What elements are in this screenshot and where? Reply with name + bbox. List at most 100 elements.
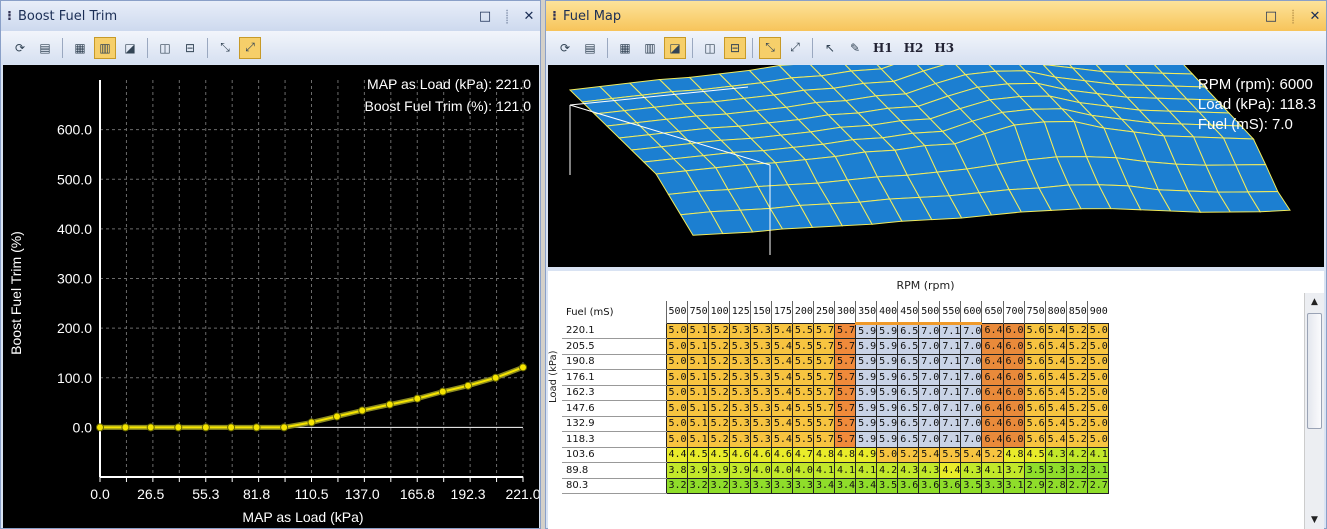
fuel-cell[interactable]: 5.4: [918, 446, 941, 463]
fuel-cell[interactable]: 4.1: [855, 462, 878, 479]
fuel-cell[interactable]: 5.2: [1065, 384, 1088, 401]
fuel-cell[interactable]: 5.7: [833, 322, 857, 339]
fuel-cell[interactable]: 5.2: [707, 431, 730, 448]
fuel-cell[interactable]: 7.0: [960, 338, 983, 355]
fuel-cell[interactable]: 7.0: [918, 384, 941, 401]
rpm-column-header[interactable]: 600: [960, 301, 982, 325]
vertical-split-icon[interactable]: ◫: [704, 40, 716, 55]
fuel-cell[interactable]: 5.2: [1065, 400, 1088, 417]
fuel-cell[interactable]: 7.0: [918, 415, 941, 432]
fuel-cell[interactable]: 5.2: [707, 400, 730, 417]
rpm-column-header[interactable]: 850: [1065, 301, 1088, 323]
fuel-cell[interactable]: 5.9: [855, 353, 878, 370]
fuel-cell[interactable]: 4.3: [960, 462, 983, 479]
fuel-cell[interactable]: 5.5: [791, 384, 814, 401]
fuel-cell[interactable]: 5.2: [897, 446, 920, 463]
chart-svg[interactable]: 0.0 100.0 200.0 300.0 400.0 500.0 600.0 0.0 26.5…: [3, 65, 539, 528]
edit-table-icon[interactable]: ▤: [584, 40, 596, 55]
fuel-cell[interactable]: 3.9: [686, 462, 709, 479]
fuel-cell[interactable]: 5.9: [855, 400, 878, 417]
rpm-column-header[interactable]: 650: [981, 301, 1003, 323]
drag-grip-icon[interactable]: ⁝: [552, 8, 557, 24]
fuel-cell[interactable]: 5.9: [876, 400, 899, 417]
pin-icon[interactable]: ⸽: [1291, 10, 1295, 25]
fuel-cell[interactable]: 4.0: [791, 462, 814, 479]
fuel-cell[interactable]: 4.3: [918, 462, 941, 479]
fuel-cell[interactable]: 6.0: [1002, 415, 1025, 432]
fuel-cell[interactable]: 2.8: [1044, 477, 1067, 494]
fuel-cell[interactable]: 5.1: [686, 353, 709, 370]
fuel-cell[interactable]: 3.3: [1044, 462, 1067, 479]
fuel-cell[interactable]: 6.4: [981, 415, 1004, 432]
fuel-cell[interactable]: 5.9: [876, 431, 899, 448]
data-point[interactable]: [252, 423, 261, 432]
data-point[interactable]: [413, 394, 422, 403]
fuel-cell[interactable]: 3.9: [707, 462, 730, 479]
fuel-cell[interactable]: 6.5: [897, 369, 920, 386]
edit-table-icon[interactable]: ▤: [39, 40, 51, 55]
drag-grip-icon[interactable]: ⁝: [7, 8, 12, 24]
fuel-cell[interactable]: 3.6: [897, 477, 920, 494]
fuel-cell[interactable]: 5.9: [876, 322, 899, 339]
fuel-cell[interactable]: 5.4: [1044, 322, 1067, 339]
expand-icon[interactable]: ⤢: [790, 40, 800, 54]
fuel-cell[interactable]: 6.4: [981, 431, 1004, 448]
fuel-cell[interactable]: 5.0: [1086, 415, 1109, 432]
fuel-cell[interactable]: 5.9: [855, 369, 878, 386]
fuel-cell[interactable]: 6.5: [897, 400, 920, 417]
fuel-cell[interactable]: 7.1: [939, 353, 962, 370]
fuel-cell[interactable]: 3.5: [960, 477, 983, 494]
fuel-cell[interactable]: 5.7: [812, 322, 836, 339]
fuel-cell[interactable]: 5.4: [770, 322, 793, 339]
fuel-cell[interactable]: 5.7: [812, 431, 836, 448]
rpm-column-header[interactable]: 300: [833, 301, 856, 323]
fuel-cell[interactable]: 5.0: [1086, 322, 1109, 339]
fuel-cell[interactable]: 4.3: [897, 462, 920, 479]
rpm-column-header[interactable]: 125: [728, 301, 751, 323]
fuel-cell[interactable]: 6.0: [1002, 431, 1025, 448]
fuel-cell[interactable]: 3.9: [728, 462, 751, 479]
fuel-cell[interactable]: 4.5: [686, 446, 709, 463]
fuel-cell[interactable]: 5.0: [665, 415, 688, 432]
fuel-cell[interactable]: 5.1: [686, 322, 709, 339]
fuel-cell[interactable]: 5.7: [812, 415, 836, 432]
fuel-cell[interactable]: 3.2: [1065, 462, 1088, 479]
fuel-cell[interactable]: 6.5: [897, 353, 920, 370]
fuel-cell[interactable]: 4.6: [728, 446, 751, 463]
load-row-header[interactable]: 176.1: [562, 369, 666, 386]
fuel-cell[interactable]: 5.0: [665, 384, 688, 401]
fuel-cell[interactable]: 6.4: [981, 369, 1004, 386]
fuel-cell[interactable]: 5.0: [1086, 400, 1109, 417]
data-point[interactable]: [307, 418, 316, 427]
fuel-cell[interactable]: 5.2: [1065, 322, 1088, 339]
fuel-cell[interactable]: 3.4: [855, 477, 878, 494]
fuel-cell[interactable]: 5.4: [770, 415, 793, 432]
fuel-cell[interactable]: 5.0: [1086, 353, 1109, 370]
fuel-cell[interactable]: 4.6: [770, 446, 793, 463]
fuel-cell[interactable]: 6.5: [897, 415, 920, 432]
rpm-column-header[interactable]: 800: [1044, 301, 1067, 323]
fuel-cell[interactable]: 2.7: [1065, 477, 1088, 494]
split-graph-table-icon[interactable]: ◪: [124, 40, 136, 55]
data-point[interactable]: [146, 423, 155, 432]
maximize-icon[interactable]: □: [478, 8, 492, 24]
fuel-cell[interactable]: 4.8: [1002, 446, 1025, 463]
rpm-column-header[interactable]: 500: [918, 301, 940, 325]
fuel-cell[interactable]: 5.0: [665, 322, 688, 339]
fuel-cell[interactable]: 7.0: [918, 338, 941, 355]
h3-button[interactable]: H3: [934, 40, 955, 55]
bar-graph-icon[interactable]: ▥: [644, 40, 656, 55]
fuel-cell[interactable]: 5.2: [707, 338, 730, 355]
pencil-icon[interactable]: ✎: [849, 40, 861, 55]
boost-fuel-trim-chart[interactable]: 0.0 100.0 200.0 300.0 400.0 500.0 600.0 0.0 26.5…: [3, 65, 539, 528]
rpm-column-header[interactable]: 550: [939, 301, 961, 325]
vertical-split-icon[interactable]: ◫: [159, 40, 171, 55]
fuel-cell[interactable]: 5.5: [791, 322, 814, 339]
fuel-cell[interactable]: 3.3: [981, 477, 1004, 494]
fuel-cell[interactable]: 5.9: [855, 431, 878, 448]
fuel-cell[interactable]: 5.3: [749, 384, 772, 401]
fuel-cell[interactable]: 5.4: [770, 369, 793, 386]
load-row-header[interactable]: 89.8: [562, 462, 666, 479]
fuel-cell[interactable]: 5.6: [1023, 338, 1046, 355]
rpm-column-header[interactable]: 150: [749, 301, 772, 323]
